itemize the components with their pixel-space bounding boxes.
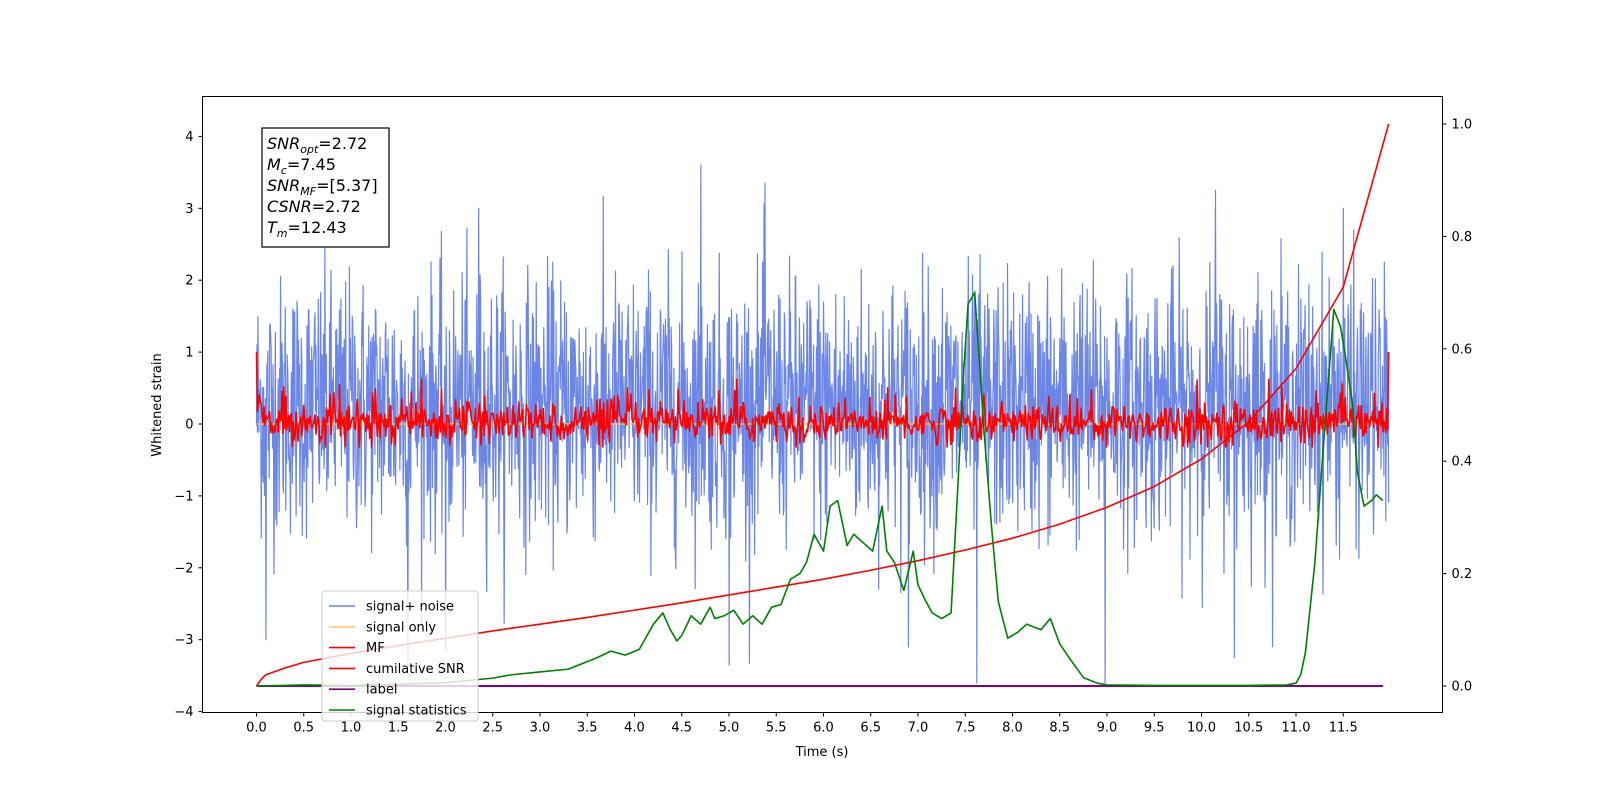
x-axis: 0.0 0.5 1.0 1.5 2.0 2.5 3.0 3.5 4.0 4.5 5.0 5.5 6.0 6… <box>246 712 1358 736</box>
x-tick-label: 10.0 <box>1187 721 1216 736</box>
stats-box-frame <box>261 127 390 248</box>
stats-line: Mc=7.45 <box>267 155 336 177</box>
y-right-tick-label: 0.4 <box>1452 455 1473 470</box>
x-tick-label: 10.5 <box>1234 721 1263 736</box>
legend-label: label <box>366 683 397 698</box>
x-tick-label: 4.0 <box>624 721 645 736</box>
x-tick-label: 11.5 <box>1329 721 1358 736</box>
series-mf <box>255 352 1390 448</box>
x-tick-label: 6.0 <box>813 721 834 736</box>
x-tick-label: 9.0 <box>1097 721 1118 736</box>
x-tick-label: 0.5 <box>293 721 314 736</box>
y-left-tick-label: −4 <box>174 705 193 720</box>
x-tick-label: 8.5 <box>1049 721 1070 736</box>
x-axis-label: Time (s) <box>795 745 849 760</box>
x-tick-label: 1.0 <box>341 721 362 736</box>
legend-label: MF <box>366 641 385 656</box>
plot-frame <box>202 96 1443 713</box>
legend-label: signal only <box>366 620 436 635</box>
legend-label: signal statistics <box>366 704 467 719</box>
y-left-tick-label: −3 <box>174 633 193 648</box>
x-tick-label: 7.5 <box>955 721 976 736</box>
legend-items: signal+ noise signal only MF cumilative SNR… <box>329 600 467 719</box>
x-tick-label: 5.0 <box>719 721 740 736</box>
x-tick-label: 0.0 <box>246 721 267 736</box>
y-left-tick-label: 3 <box>185 202 193 217</box>
series-signal-noise <box>255 164 1390 684</box>
x-tick-label: 9.5 <box>1144 721 1165 736</box>
x-tick-label: 4.5 <box>671 721 692 736</box>
y-left-tick-label: 4 <box>185 130 193 145</box>
y-right-tick-label: 0.6 <box>1452 342 1473 357</box>
y-axis-right: 0.0 0.2 0.4 0.6 0.8 1.0 <box>1442 118 1473 695</box>
y-left-tick-label: −2 <box>174 561 193 576</box>
x-tick-label: 8.0 <box>1002 721 1023 736</box>
legend-frame <box>321 590 479 722</box>
x-tick-label: 2.0 <box>435 721 456 736</box>
y-right-tick-label: 0.8 <box>1452 230 1473 245</box>
x-tick-label: 5.5 <box>766 721 787 736</box>
stats-line: SNRMF=[5.37] <box>267 176 378 198</box>
x-tick-label: 1.5 <box>388 721 409 736</box>
x-tick-label: 11.0 <box>1282 721 1311 736</box>
y-axis-label-left: Whitened strain <box>150 353 165 456</box>
y-left-tick-label: 2 <box>185 274 193 289</box>
stats-line: CSNR=2.72 <box>267 197 361 216</box>
y-left-tick-label: −1 <box>174 489 193 504</box>
x-tick-label: 6.5 <box>860 721 881 736</box>
y-right-tick-label: 1.0 <box>1452 118 1473 133</box>
legend-label: signal+ noise <box>366 600 454 615</box>
stats-line: Tm=12.43 <box>267 218 347 240</box>
y-right-tick-label: 0.2 <box>1452 567 1473 582</box>
x-tick-label: 7.0 <box>908 721 929 736</box>
x-tick-label: 3.0 <box>530 721 551 736</box>
y-axis-left: −4 −3 −2 −1 0 1 2 3 4 <box>174 130 203 720</box>
legend-label: cumilative SNR <box>366 662 465 677</box>
stats-line: SNRopt=2.72 <box>267 134 367 156</box>
legend: signal+ noise signal only MF cumilative SNR… <box>321 590 479 722</box>
x-tick-label: 3.5 <box>577 721 598 736</box>
series-signal-statistics <box>256 291 1384 687</box>
y-right-tick-label: 0.0 <box>1452 680 1473 695</box>
y-left-tick-label: 0 <box>185 418 193 433</box>
y-left-tick-label: 1 <box>185 346 193 361</box>
x-tick-label: 2.5 <box>482 721 503 736</box>
